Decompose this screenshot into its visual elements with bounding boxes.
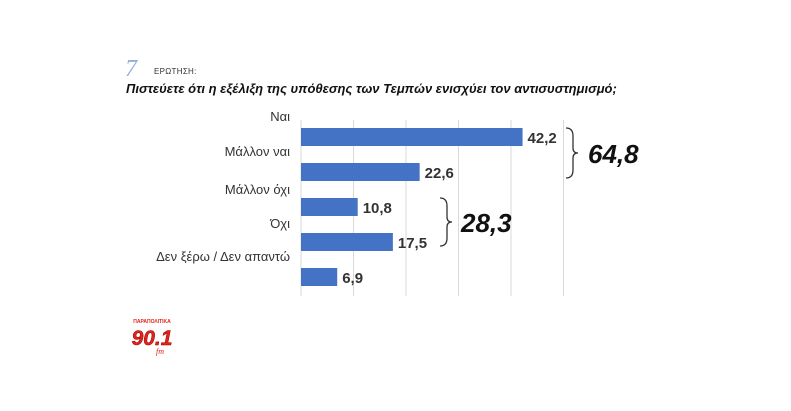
question-number: 7 xyxy=(125,56,137,82)
category-label: Μάλλον όχι xyxy=(225,182,290,197)
group-bracket xyxy=(565,127,579,179)
logo-top-text: ΠΑΡΑΠΟΛΙΤΙΚΑ xyxy=(133,319,171,325)
bar-value-label: 17,5 xyxy=(398,235,427,252)
bar xyxy=(301,233,393,251)
question-text: Πιστεύετε ότι η εξέλιξη της υπόθεσης των… xyxy=(126,81,617,96)
bar xyxy=(301,163,420,181)
logo-top-band xyxy=(130,318,174,324)
category-label: Ναι xyxy=(270,109,290,124)
bar-value-label: 42,2 xyxy=(528,130,557,147)
group-total-label: 28,3 xyxy=(460,208,512,238)
group-total-label: 64,8 xyxy=(588,139,639,169)
bar xyxy=(301,198,358,216)
logo-number: 90.1 xyxy=(132,327,173,350)
radio-logo: ΠΑΡΑΠΟΛΙΤΙΚΑ 90.1 fm xyxy=(130,318,174,356)
bar xyxy=(301,128,523,146)
chart-bars xyxy=(301,128,523,286)
group-bracket xyxy=(439,197,453,247)
bar-value-label: 22,6 xyxy=(425,165,454,182)
group-brackets: 64,8 28,3 xyxy=(439,127,639,247)
category-label: Μάλλον ναι xyxy=(225,144,291,159)
category-label: Δεν ξέρω / Δεν απαντώ xyxy=(156,249,290,264)
category-labels: Ναι Μάλλον ναι Μάλλον όχι Όχι Δεν ξέρω / Δεν… xyxy=(156,109,290,264)
question-label: ΕΡΩΤΗΣΗ: xyxy=(154,67,197,76)
bar-value-label: 6,9 xyxy=(342,270,363,287)
logo-suffix: fm xyxy=(156,347,164,356)
category-label: Όχι xyxy=(269,216,290,231)
value-labels: 42,2 22,6 10,8 17,5 6,9 xyxy=(342,130,557,287)
bar-value-label: 10,8 xyxy=(363,200,392,217)
bar xyxy=(301,268,338,286)
